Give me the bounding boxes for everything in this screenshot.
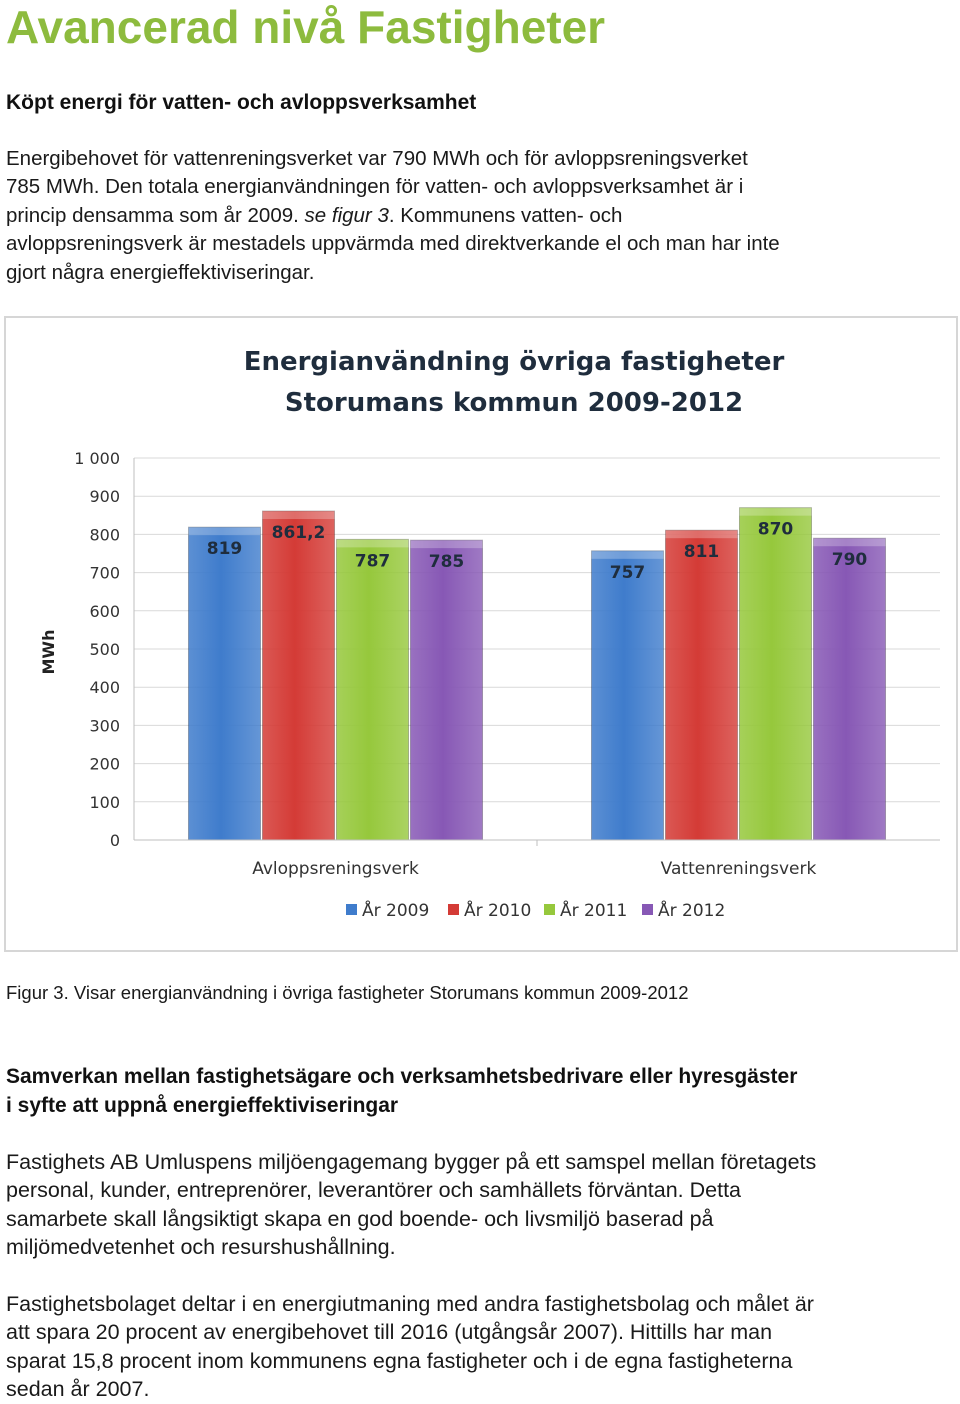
legend-swatch xyxy=(448,904,459,915)
data-label: 757 xyxy=(610,563,646,583)
y-tick-label: 600 xyxy=(89,602,120,621)
data-label: 819 xyxy=(207,539,243,559)
figure-caption: Figur 3. Visar energianvändning i övriga… xyxy=(6,982,689,1003)
y-axis-label: MWh xyxy=(39,630,58,675)
y-tick-label: 800 xyxy=(89,525,120,544)
bar xyxy=(336,538,409,841)
paragraph-line: avloppsreningsverk är mestadels uppvärmd… xyxy=(6,232,780,256)
bar-highlight xyxy=(591,550,664,559)
paragraph-line: sparat 15,8 procent inom kommunens egna … xyxy=(6,1348,793,1373)
paragraph-line: miljömedvetenhet och resurshushållning. xyxy=(6,1235,396,1260)
bar-highlight xyxy=(188,527,261,536)
paragraph-line: princip densamma som år 2009. xyxy=(6,203,305,227)
data-label: 861,2 xyxy=(272,523,326,543)
data-label: 790 xyxy=(832,550,868,570)
chart-title-line: Storumans kommun 2009-2012 xyxy=(285,388,743,418)
data-label: 785 xyxy=(429,552,465,572)
bar-highlight xyxy=(262,511,335,520)
data-label: 811 xyxy=(684,542,720,562)
paragraph-line: Fastighetsbolaget deltar i en energiutma… xyxy=(6,1292,814,1316)
bar xyxy=(410,539,483,841)
y-tick-label: 900 xyxy=(89,487,120,506)
legend-label: År 2010 xyxy=(464,899,531,921)
y-tick-label: 100 xyxy=(89,793,120,812)
bar-chart: Energianvändning övriga fastigheter Stor… xyxy=(39,347,940,921)
bar xyxy=(591,550,664,841)
bar-highlight xyxy=(813,538,886,547)
y-tick-label: 1 000 xyxy=(74,449,120,468)
bar xyxy=(188,526,261,841)
section-heading-energy: Köpt energi för vatten- och avloppsverks… xyxy=(6,91,477,114)
paragraph-line: personal, kunder, entreprenörer, leveran… xyxy=(6,1178,741,1203)
legend-label: År 2009 xyxy=(362,899,429,921)
data-label: 787 xyxy=(355,551,391,571)
heading-line: Samverkan mellan fastighetsägare och ver… xyxy=(6,1065,798,1088)
y-tick-label: 400 xyxy=(89,678,120,697)
bar xyxy=(262,510,335,841)
bar-highlight xyxy=(336,539,409,548)
legend-swatch xyxy=(642,904,653,915)
paragraph-line: gjort några energieffektiviseringar. xyxy=(6,260,315,284)
figure-reference: se figur 3 xyxy=(304,203,389,227)
y-tick-label: 0 xyxy=(110,831,120,850)
section1-paragraph: Energibehovet för vattenreningsverket va… xyxy=(6,145,946,287)
bar xyxy=(665,529,738,841)
bar-highlight xyxy=(665,530,738,539)
figure-chart-frame: Energianvändning övriga fastigheter Stor… xyxy=(4,316,958,952)
y-tick-label: 700 xyxy=(89,564,120,583)
paragraph-line: 785 MWh. Den totala energianvändningen f… xyxy=(6,175,744,199)
page-title: Avancerad nivå Fastigheter xyxy=(6,1,606,53)
x-category-label: Vattenreningsverk xyxy=(661,859,817,879)
paragraph-line: . Kommunens vatten- och xyxy=(388,203,623,227)
paragraph-line: Energibehovet för vattenreningsverket va… xyxy=(6,147,748,170)
section2-paragraph-2: Fastighetsbolaget deltar i en energiutma… xyxy=(6,1290,946,1404)
bar-highlight xyxy=(410,540,483,549)
section2-paragraph-1: Fastighets AB Umluspens miljöengagemang … xyxy=(6,1148,946,1262)
paragraph-line: sedan år 2007. xyxy=(6,1377,150,1402)
legend-label: År 2011 xyxy=(560,899,627,921)
bar xyxy=(739,507,812,841)
y-tick-label: 500 xyxy=(89,640,120,659)
bar-highlight xyxy=(739,507,812,516)
paragraph-line: samarbete skall långsiktigt skapa en god… xyxy=(6,1206,714,1231)
y-tick-label: 300 xyxy=(89,716,120,735)
y-tick-label: 200 xyxy=(89,755,120,774)
paragraph-line: att spara 20 procent av energibehovet ti… xyxy=(6,1320,773,1345)
heading-line: i syfte att uppnå energieffektiviseringa… xyxy=(6,1094,399,1117)
legend-swatch xyxy=(346,904,357,915)
bar xyxy=(813,537,886,841)
paragraph-line: Fastighets AB Umluspens miljöengagemang … xyxy=(6,1150,817,1174)
section-heading-collaboration: Samverkan mellan fastighetsägare och ver… xyxy=(6,1062,797,1120)
legend-swatch xyxy=(544,904,555,915)
x-category-label: Avloppsreningsverk xyxy=(252,859,419,879)
data-label: 870 xyxy=(758,520,794,540)
legend-label: År 2012 xyxy=(658,899,725,921)
chart-title-line: Energianvändning övriga fastigheter xyxy=(244,347,785,377)
